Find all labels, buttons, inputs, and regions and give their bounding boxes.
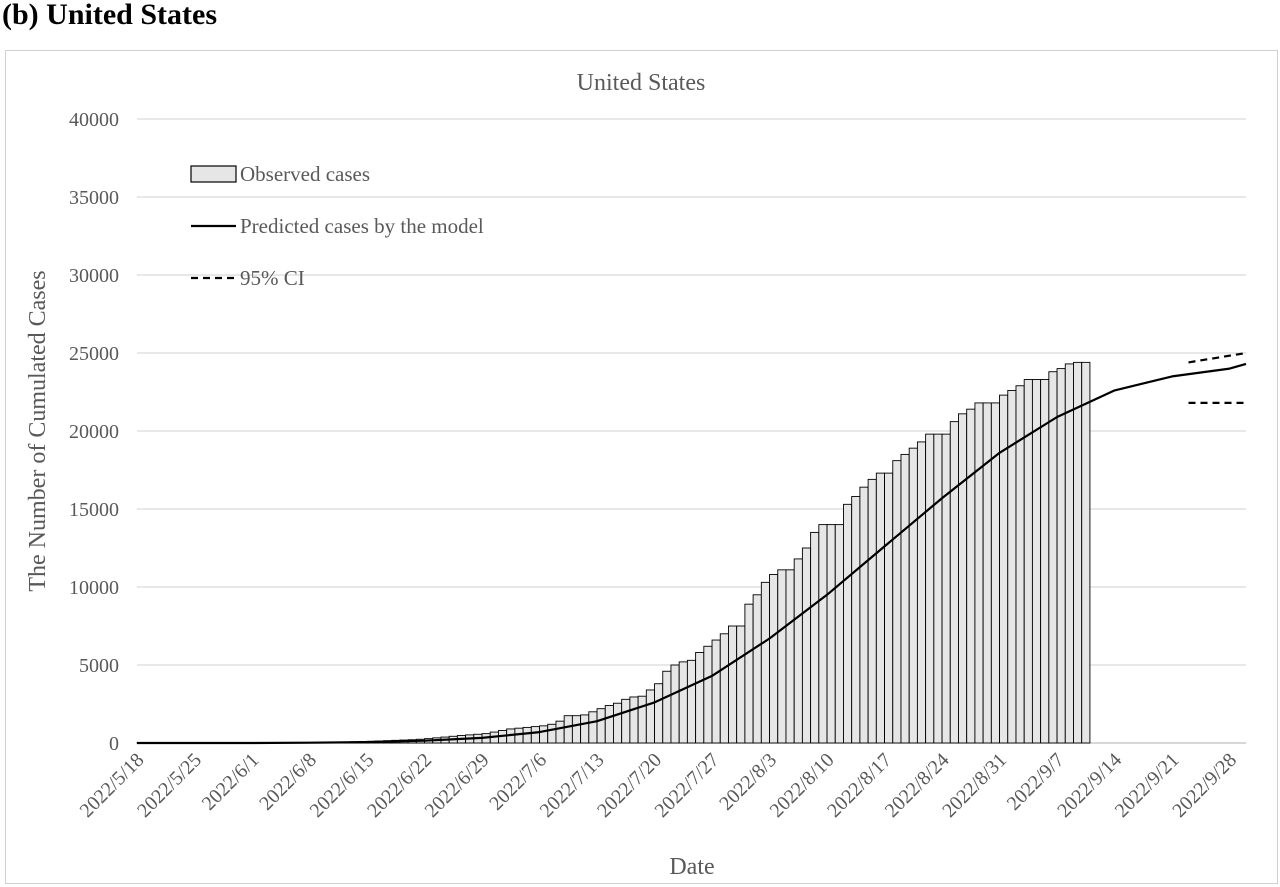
- observed-bar: [629, 696, 639, 744]
- ci-line: [1188, 351, 1247, 364]
- observed-bar: [801, 547, 812, 744]
- observed-bar: [908, 447, 918, 744]
- observed-bar: [563, 715, 573, 744]
- y-tick-label: 5000: [79, 655, 119, 677]
- observed-bar: [851, 496, 861, 744]
- observed-bar: [916, 441, 927, 744]
- y-tick-label: 25000: [69, 343, 119, 365]
- observed-bar: [958, 413, 968, 744]
- observed-bar: [744, 603, 754, 744]
- observed-bar: [859, 486, 869, 744]
- x-tick-label: 2022/7/27: [651, 749, 724, 822]
- legend: Observed cases Predicted cases by the mo…: [190, 162, 484, 290]
- x-tick-label: 2022/6/29: [421, 749, 494, 822]
- x-axis-title: Date: [669, 854, 714, 880]
- observed-bar: [834, 524, 844, 744]
- observed-bar: [810, 531, 820, 744]
- observed-bar: [728, 625, 738, 744]
- observed-bar: [793, 558, 803, 744]
- observed-bar: [966, 408, 976, 744]
- observed-bar: [645, 689, 655, 744]
- observed-bar: [539, 725, 549, 744]
- observed-bar: [571, 715, 582, 744]
- x-tick-label: 2022/9/28: [1168, 749, 1241, 822]
- observed-bar: [604, 705, 614, 744]
- legend-ci-label: 95% CI: [240, 266, 305, 290]
- observed-bar: [818, 524, 828, 744]
- observed-bar: [949, 421, 959, 744]
- observed-bar: [974, 402, 984, 744]
- chart-frame: 0 5000 10000 15000 20000 25000 30000 35000 40000…: [5, 50, 1278, 884]
- lines: [137, 351, 1247, 745]
- observed-bar: [1081, 361, 1091, 744]
- chart: 0 5000 10000 15000 20000 25000 30000 35000 40000…: [25, 70, 1247, 880]
- legend-observed-swatch: [190, 165, 237, 183]
- observed-bar: [892, 460, 902, 744]
- y-tick-label: 10000: [69, 577, 119, 599]
- observed-bar: [1064, 363, 1074, 744]
- bars: [136, 361, 1091, 744]
- observed-bar: [769, 574, 779, 744]
- x-tick-label: 2022/5/25: [133, 749, 206, 822]
- observed-bar: [1048, 371, 1058, 744]
- x-tick-label: 2022/8/31: [938, 749, 1011, 822]
- observed-bar: [785, 569, 795, 744]
- predicted-line: [137, 362, 1247, 745]
- y-tick-label: 40000: [69, 109, 119, 131]
- observed-bar: [637, 695, 647, 744]
- observed-bar: [826, 524, 836, 744]
- observed-bar: [695, 652, 705, 744]
- observed-bar: [547, 723, 557, 744]
- observed-bar: [678, 661, 688, 744]
- legend-observed-label: Observed cases: [240, 162, 370, 186]
- observed-bar: [703, 645, 713, 744]
- y-tick-label: 20000: [69, 421, 119, 443]
- observed-bar: [752, 594, 762, 744]
- observed-bar: [1031, 379, 1042, 744]
- y-tick-label: 15000: [69, 499, 119, 521]
- observed-bar: [736, 625, 746, 744]
- observed-bar: [580, 714, 590, 744]
- legend-predicted-label: Predicted cases by the model: [240, 214, 484, 238]
- observed-bar: [670, 664, 680, 744]
- y-tick-label: 35000: [69, 187, 119, 209]
- observed-bar: [843, 503, 853, 744]
- observed-bar: [530, 726, 540, 744]
- y-axis-title: The Number of Cumulated Cases: [25, 270, 51, 591]
- observed-bar: [941, 433, 951, 744]
- observed-bar: [711, 639, 721, 744]
- observed-bar: [760, 581, 770, 744]
- gridlines: [137, 118, 1246, 744]
- observed-bar: [514, 727, 524, 744]
- observed-bar: [662, 670, 672, 744]
- observed-bar: [719, 633, 729, 744]
- chart-title: United States: [577, 70, 706, 96]
- observed-bar: [982, 402, 992, 744]
- observed-bar: [777, 569, 787, 744]
- observed-bar: [867, 478, 877, 744]
- observed-bar: [588, 711, 598, 744]
- observed-bar: [555, 720, 565, 744]
- observed-bar: [621, 698, 631, 744]
- y-tick-label: 30000: [69, 265, 119, 287]
- observed-bar: [686, 659, 697, 744]
- observed-bar: [1073, 361, 1083, 744]
- observed-bar: [925, 433, 935, 744]
- observed-bar: [933, 433, 943, 744]
- y-tick-label: 0: [109, 733, 119, 755]
- observed-bar: [522, 726, 532, 744]
- x-tick-label: 2022/6/1: [198, 749, 264, 815]
- observed-bar: [613, 702, 623, 744]
- observed-bar: [884, 472, 894, 744]
- figure-label: (b) United States: [2, 0, 217, 31]
- observed-bar: [875, 472, 885, 744]
- observed-bar: [1040, 379, 1050, 744]
- observed-bar: [596, 708, 606, 744]
- observed-bar: [900, 453, 910, 744]
- observed-bar: [1056, 368, 1066, 744]
- observed-bar: [654, 683, 664, 744]
